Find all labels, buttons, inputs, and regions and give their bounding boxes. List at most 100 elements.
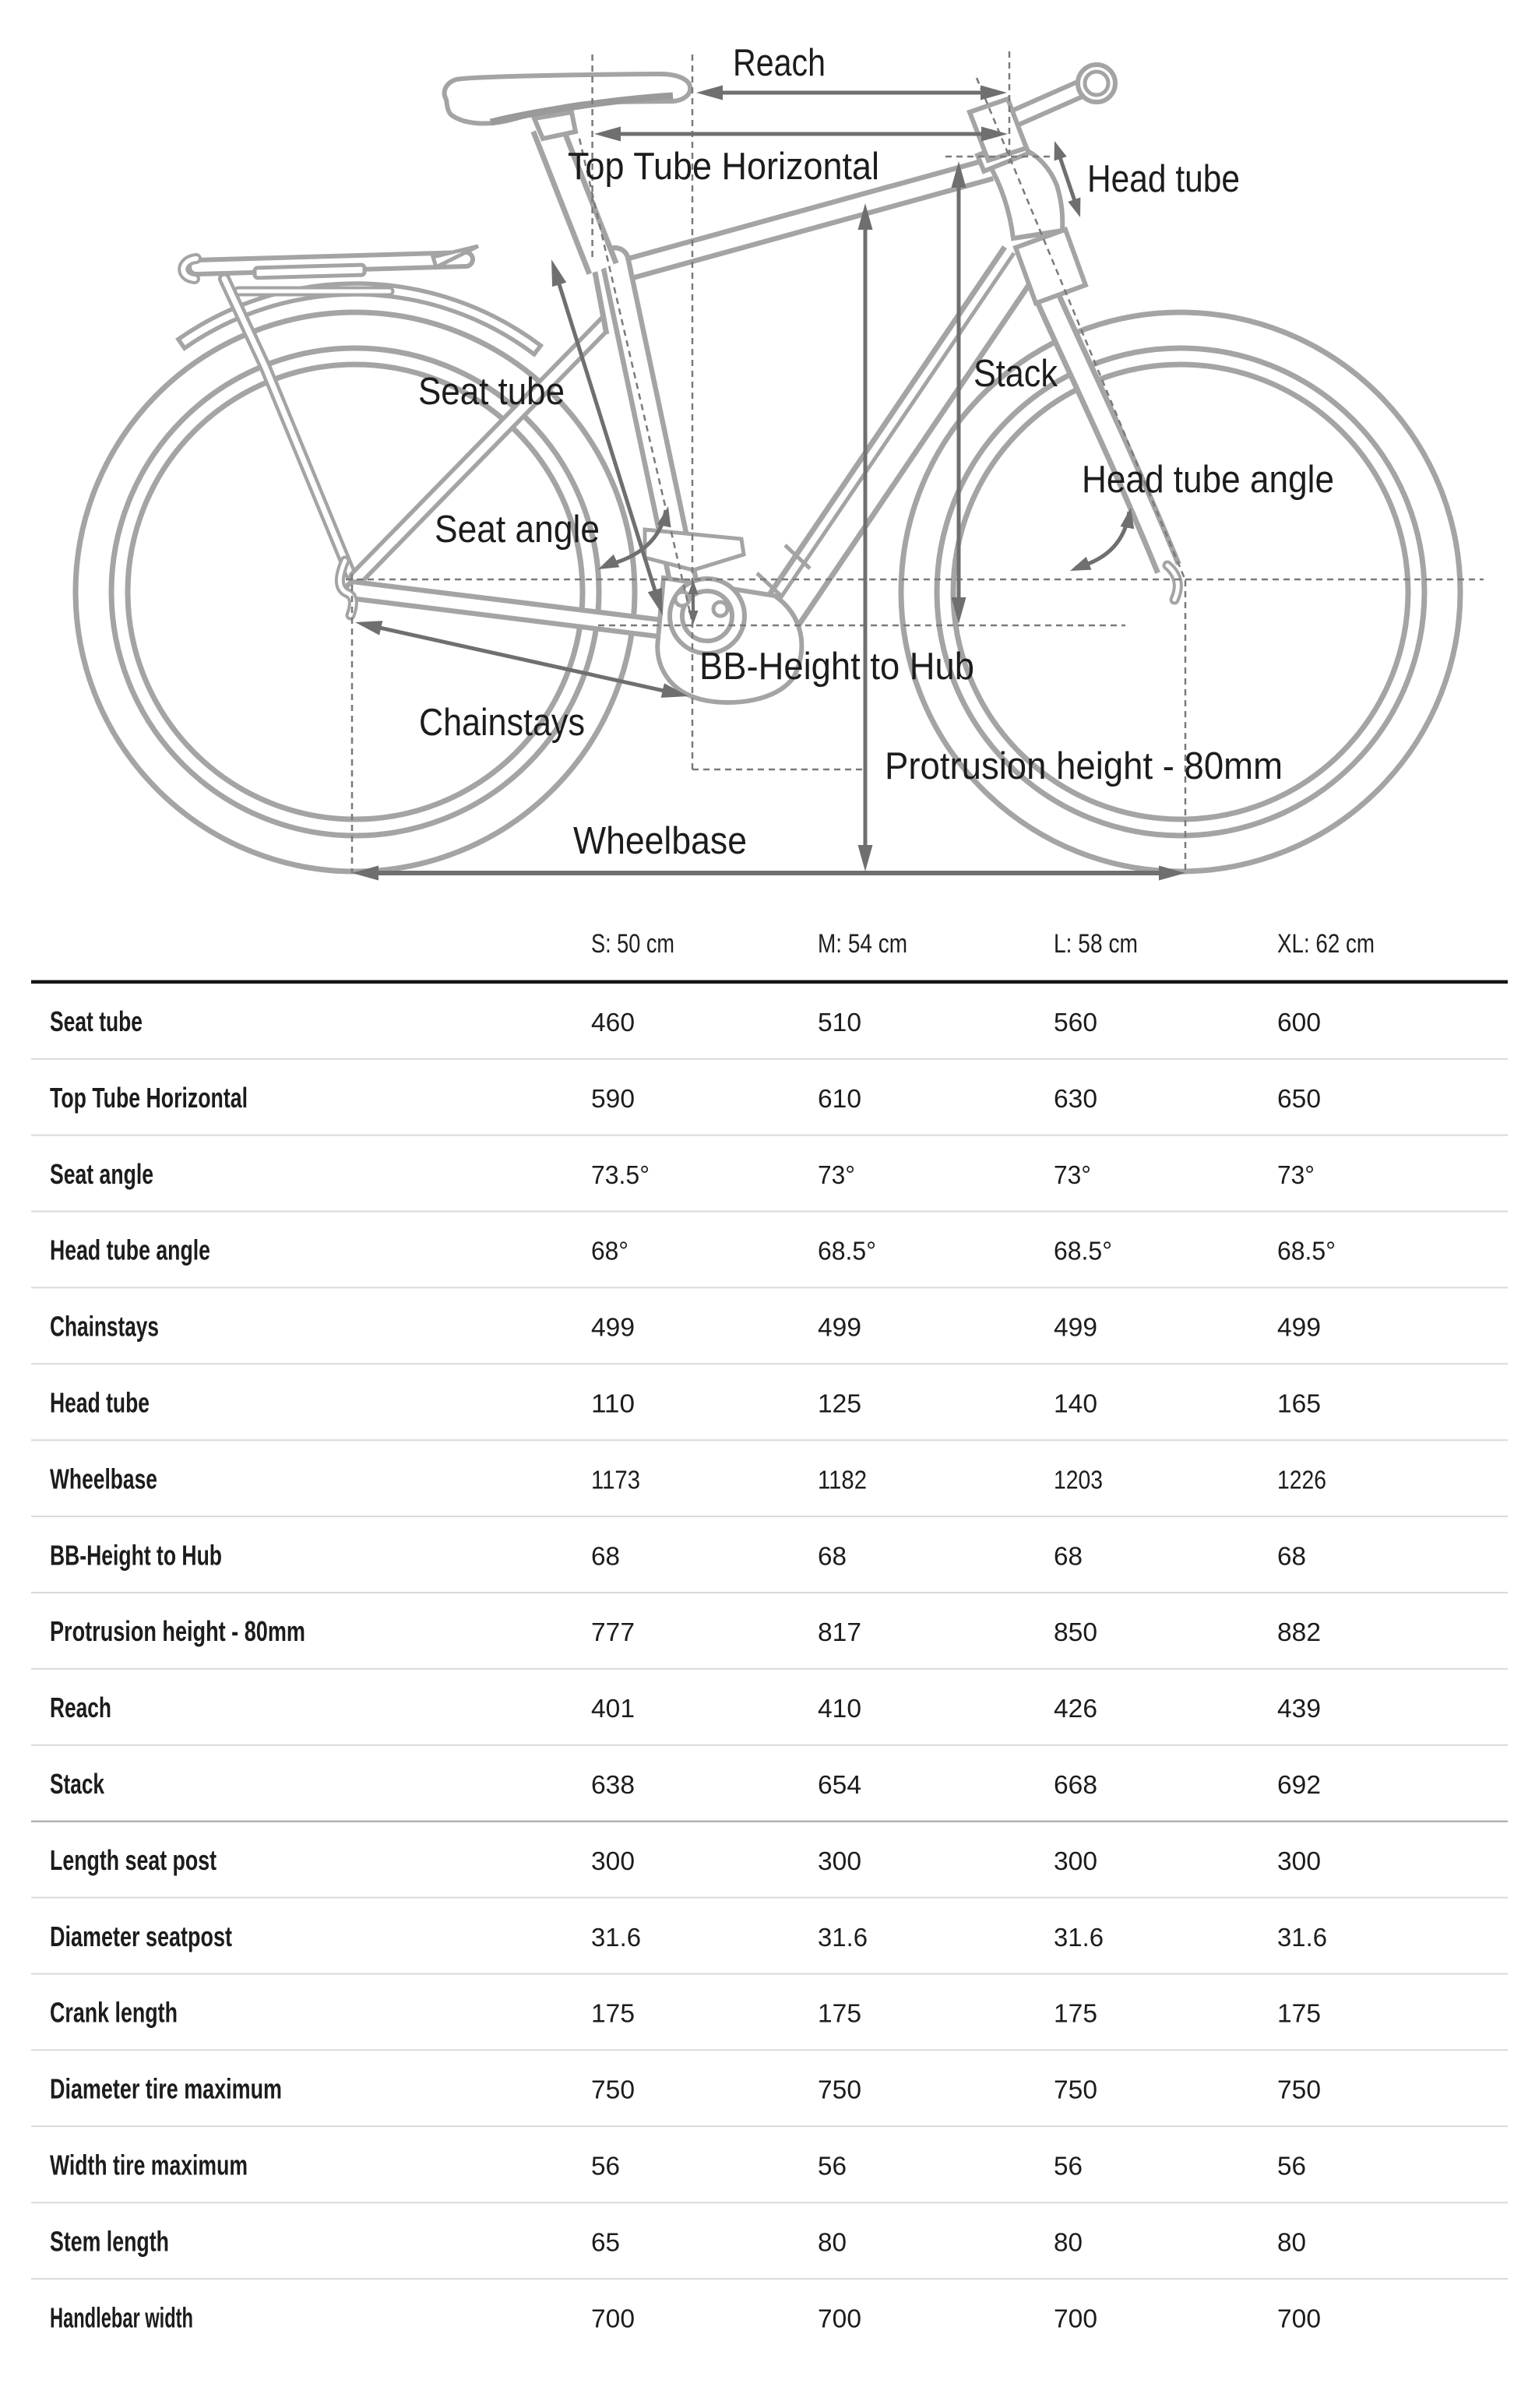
- svg-text:668: 668: [1054, 1770, 1097, 1799]
- svg-text:Handlebar width: Handlebar width: [50, 2301, 193, 2333]
- svg-text:31.6: 31.6: [1277, 1923, 1327, 1952]
- svg-text:68.5°: 68.5°: [818, 1237, 876, 1266]
- svg-text:125: 125: [818, 1389, 861, 1418]
- svg-text:Head tube: Head tube: [1087, 158, 1240, 200]
- svg-text:56: 56: [1054, 2152, 1083, 2181]
- svg-text:Length seat post: Length seat post: [50, 1844, 217, 1876]
- svg-text:80: 80: [1054, 2227, 1083, 2256]
- svg-text:31.6: 31.6: [591, 1923, 641, 1952]
- svg-text:BB-Height to Hub: BB-Height to Hub: [50, 1539, 222, 1571]
- svg-text:401: 401: [591, 1694, 635, 1723]
- svg-text:817: 817: [818, 1618, 861, 1646]
- svg-text:80: 80: [818, 2227, 847, 2256]
- svg-text:56: 56: [818, 2152, 847, 2181]
- svg-text:300: 300: [818, 1846, 861, 1875]
- svg-text:73°: 73°: [1054, 1160, 1091, 1189]
- svg-text:175: 175: [1054, 1999, 1097, 2028]
- svg-text:510: 510: [818, 1008, 861, 1037]
- svg-text:499: 499: [818, 1313, 861, 1342]
- svg-text:175: 175: [818, 1999, 861, 2028]
- svg-text:Top Tube Horizontal: Top Tube Horizontal: [50, 1082, 248, 1114]
- svg-text:692: 692: [1277, 1770, 1321, 1799]
- svg-text:68: 68: [1054, 1541, 1083, 1570]
- svg-text:300: 300: [591, 1846, 635, 1875]
- svg-text:68: 68: [1277, 1541, 1306, 1570]
- svg-text:Protrusion height - 80mm: Protrusion height - 80mm: [50, 1615, 305, 1647]
- svg-text:165: 165: [1277, 1389, 1321, 1418]
- svg-text:73°: 73°: [1277, 1160, 1315, 1189]
- svg-text:31.6: 31.6: [1054, 1923, 1104, 1952]
- svg-text:65: 65: [591, 2227, 620, 2256]
- svg-text:750: 750: [818, 2075, 861, 2104]
- svg-text:Seat angle: Seat angle: [50, 1158, 153, 1190]
- svg-text:638: 638: [591, 1770, 635, 1799]
- svg-text:Top Tube Horizontal: Top Tube Horizontal: [568, 146, 879, 188]
- svg-text:Seat angle: Seat angle: [435, 509, 600, 551]
- svg-text:68.5°: 68.5°: [1054, 1237, 1112, 1266]
- svg-text:300: 300: [1054, 1846, 1097, 1875]
- svg-text:Reach: Reach: [733, 42, 826, 84]
- svg-text:610: 610: [818, 1084, 861, 1113]
- svg-text:Width tire maximum: Width tire maximum: [50, 2149, 248, 2181]
- svg-text:175: 175: [1277, 1999, 1321, 2028]
- svg-text:68°: 68°: [591, 1237, 628, 1266]
- svg-text:1182: 1182: [818, 1465, 867, 1494]
- svg-text:Stem length: Stem length: [50, 2225, 169, 2257]
- svg-text:M: 54 cm: M: 54 cm: [818, 929, 907, 959]
- svg-text:439: 439: [1277, 1694, 1321, 1723]
- svg-text:56: 56: [591, 2152, 620, 2181]
- svg-text:140: 140: [1054, 1389, 1097, 1418]
- svg-text:499: 499: [1054, 1313, 1097, 1342]
- svg-text:Protrusion height - 80mm: Protrusion height - 80mm: [885, 745, 1283, 787]
- svg-text:31.6: 31.6: [818, 1923, 868, 1952]
- svg-text:300: 300: [1277, 1846, 1321, 1875]
- svg-text:777: 777: [591, 1618, 635, 1646]
- svg-text:Stack: Stack: [973, 353, 1058, 395]
- svg-text:56: 56: [1277, 2152, 1306, 2181]
- svg-text:700: 700: [1054, 2304, 1097, 2332]
- svg-text:426: 426: [1054, 1694, 1097, 1723]
- svg-text:750: 750: [1054, 2075, 1097, 2104]
- svg-text:Seat tube: Seat tube: [418, 371, 565, 413]
- svg-text:Reach: Reach: [50, 1692, 111, 1723]
- svg-text:Seat tube: Seat tube: [50, 1005, 143, 1037]
- svg-text:110: 110: [591, 1389, 635, 1418]
- svg-text:73.5°: 73.5°: [591, 1160, 650, 1189]
- svg-text:1226: 1226: [1277, 1465, 1326, 1494]
- svg-text:Wheelbase: Wheelbase: [50, 1463, 157, 1494]
- svg-text:750: 750: [591, 2075, 635, 2104]
- svg-text:Chainstays: Chainstays: [50, 1311, 159, 1343]
- svg-text:560: 560: [1054, 1008, 1097, 1037]
- svg-text:499: 499: [591, 1313, 635, 1342]
- svg-text:Head tube: Head tube: [50, 1387, 150, 1419]
- svg-text:S: 50 cm: S: 50 cm: [591, 929, 674, 959]
- svg-text:BB-Height to Hub: BB-Height to Hub: [699, 646, 974, 688]
- svg-text:Head tube angle: Head tube angle: [1082, 459, 1334, 501]
- svg-text:850: 850: [1054, 1618, 1097, 1646]
- svg-text:1173: 1173: [591, 1465, 640, 1494]
- svg-text:Diameter tire maximum: Diameter tire maximum: [50, 2073, 282, 2105]
- svg-text:654: 654: [818, 1770, 861, 1799]
- svg-text:Crank length: Crank length: [50, 1997, 178, 2029]
- svg-text:68: 68: [591, 1541, 620, 1570]
- svg-text:XL: 62 cm: XL: 62 cm: [1277, 929, 1375, 959]
- svg-text:700: 700: [818, 2304, 861, 2332]
- svg-text:590: 590: [591, 1084, 635, 1113]
- svg-text:600: 600: [1277, 1008, 1321, 1037]
- svg-text:882: 882: [1277, 1618, 1321, 1646]
- svg-text:650: 650: [1277, 1084, 1321, 1113]
- svg-text:Diameter seatpost: Diameter seatpost: [50, 1920, 232, 1952]
- svg-text:499: 499: [1277, 1313, 1321, 1342]
- svg-text:73°: 73°: [818, 1160, 855, 1189]
- svg-text:Chainstays: Chainstays: [419, 702, 585, 744]
- svg-text:630: 630: [1054, 1084, 1097, 1113]
- svg-text:68: 68: [818, 1541, 847, 1570]
- svg-text:L: 58 cm: L: 58 cm: [1054, 929, 1138, 959]
- svg-text:410: 410: [818, 1694, 861, 1723]
- svg-text:Stack: Stack: [50, 1768, 105, 1800]
- svg-text:68.5°: 68.5°: [1277, 1237, 1336, 1266]
- svg-text:700: 700: [591, 2304, 635, 2332]
- svg-text:175: 175: [591, 1999, 635, 2028]
- svg-text:1203: 1203: [1054, 1465, 1103, 1494]
- svg-text:460: 460: [591, 1008, 635, 1037]
